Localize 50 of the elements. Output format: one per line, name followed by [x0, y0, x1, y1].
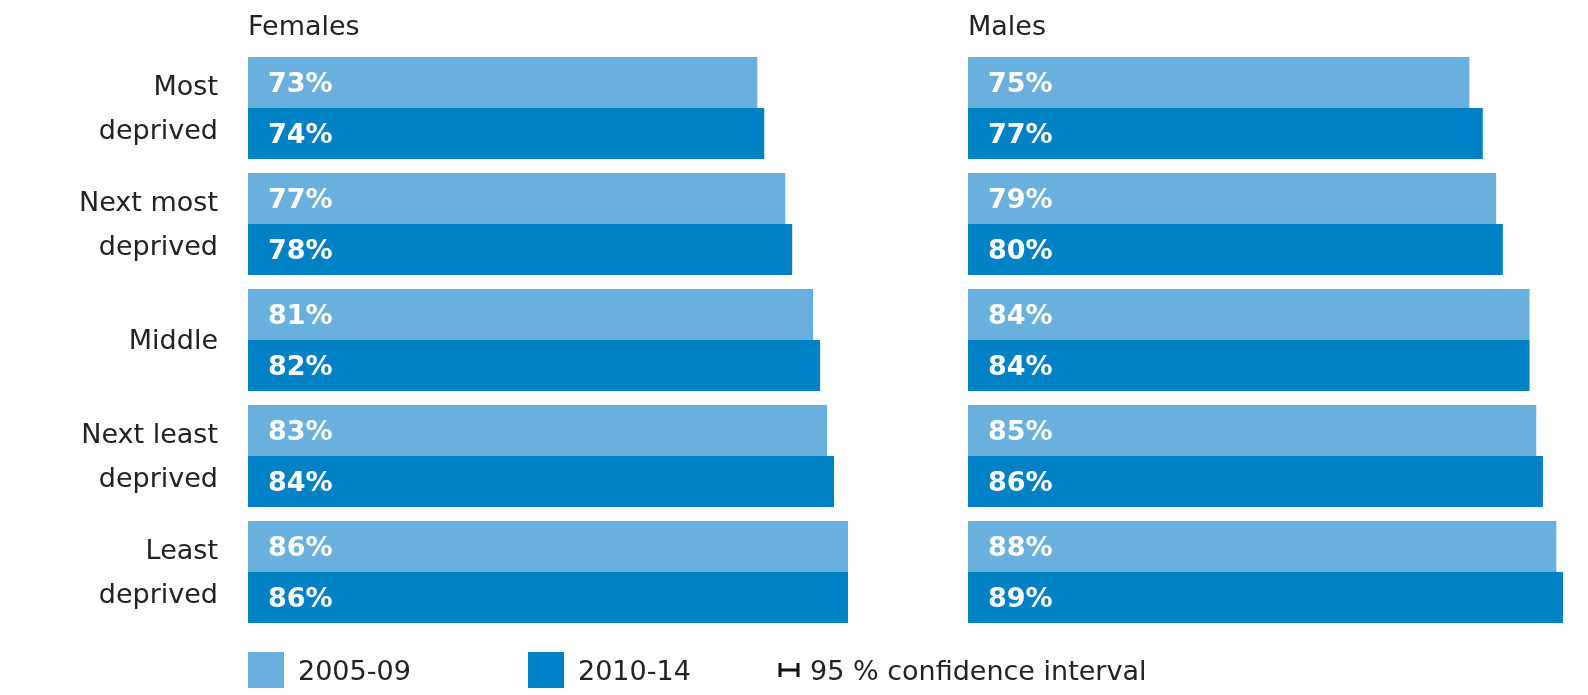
chart-title: Males — [968, 10, 1048, 43]
bar — [248, 456, 835, 507]
data-label: 78% — [268, 234, 333, 266]
bar — [248, 108, 765, 159]
data-label: 84% — [988, 299, 1053, 331]
data-label: 84% — [988, 350, 1053, 382]
y-tick-label: Next least deprived — [81, 418, 218, 493]
bar — [968, 57, 1470, 108]
data-label: 82% — [268, 350, 333, 382]
bar — [248, 224, 793, 275]
data-label: 81% — [268, 299, 333, 331]
data-label: 85% — [988, 415, 1053, 447]
y-tick-label: Middle — [128, 324, 218, 355]
bar — [248, 572, 848, 623]
data-label: 75% — [988, 67, 1053, 99]
bar — [968, 224, 1503, 275]
bar — [248, 340, 821, 391]
y-tick-label: Next most deprived — [79, 186, 218, 261]
bar — [968, 173, 1497, 224]
data-label: 73% — [268, 67, 333, 99]
data-label: 88% — [988, 531, 1053, 563]
y-tick-label: Most deprived — [98, 70, 218, 145]
data-label: 77% — [268, 183, 333, 215]
bar — [248, 57, 758, 108]
bar — [968, 340, 1530, 391]
bar — [968, 572, 1563, 623]
chart-title: Females — [248, 10, 361, 43]
data-label: 79% — [988, 183, 1053, 215]
legend-label: 2005-09 — [298, 654, 411, 686]
data-label: 89% — [988, 582, 1053, 614]
data-label: 74% — [268, 118, 333, 150]
bar — [248, 521, 848, 572]
data-label: 86% — [268, 531, 333, 563]
bar — [968, 456, 1543, 507]
bar — [968, 405, 1537, 456]
data-label: 80% — [988, 234, 1053, 266]
bar — [248, 173, 786, 224]
legend-label: 2010-14 — [578, 654, 691, 686]
data-label: 84% — [268, 466, 333, 498]
bar — [968, 289, 1530, 340]
text: 95 % confidence interval — [810, 654, 1147, 686]
data-label: 86% — [268, 582, 333, 614]
y-tick-label: Least deprived — [98, 534, 218, 609]
bar — [968, 521, 1557, 572]
data-label: 86% — [988, 466, 1053, 498]
bar — [968, 108, 1483, 159]
data-label: 83% — [268, 415, 333, 447]
bar — [248, 289, 814, 340]
data-label: 77% — [988, 118, 1053, 150]
bar — [248, 405, 828, 456]
